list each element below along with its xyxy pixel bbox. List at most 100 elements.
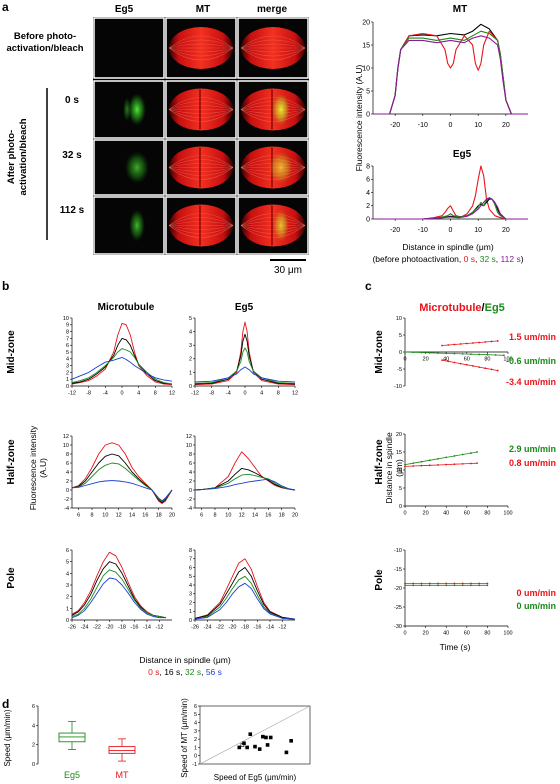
- scatter-point: [261, 734, 265, 739]
- micrograph-cell: [93, 139, 165, 196]
- y-tick-label: 0: [189, 618, 192, 624]
- x-tick-label: 0: [403, 511, 406, 517]
- series-line-1: [194, 567, 296, 620]
- y-tick-label: 6: [32, 704, 35, 710]
- x-tick-label: -26: [68, 625, 76, 631]
- plot-a-eg5: -20 -10 0 10 20 0 2 4 6 8: [366, 163, 528, 234]
- b-col-header-microtubule: Microtubule: [98, 302, 155, 313]
- y-tick-label: 2: [194, 737, 197, 743]
- y-tick-label: 3: [194, 729, 197, 735]
- data-point: [412, 462, 415, 465]
- y-tick-label: 2: [189, 357, 192, 363]
- scale-bar-label: 30 μm: [274, 265, 302, 276]
- scatter-point: [257, 747, 262, 751]
- c-row-labels: Mid-zone Half-zone Pole: [374, 330, 385, 591]
- data-point: [453, 584, 456, 587]
- micrograph-cell: [165, 17, 237, 79]
- x-tick-label: 40: [443, 357, 449, 363]
- series-line-2: [71, 569, 166, 619]
- x-tick-label: 18: [156, 513, 162, 519]
- data-point: [484, 341, 487, 343]
- c-title-part-2: Eg5: [485, 302, 505, 314]
- series-line-1: [373, 30, 528, 115]
- d-box-ylabel: Speed (μm/min): [3, 709, 12, 766]
- y-tick-label: 4: [32, 723, 35, 729]
- y-tick-label: 3: [66, 583, 69, 589]
- c-title-part-1: /: [482, 302, 485, 314]
- data-point: [478, 582, 481, 585]
- c-anno-mid-2: -0.6 um/min: [506, 356, 556, 366]
- micrograph-cell: [237, 196, 309, 255]
- fit-line-0: [404, 451, 478, 465]
- after-label-line1: After photo-: [6, 130, 17, 184]
- scatter-point: [264, 735, 268, 740]
- x-tick-label: 20: [423, 511, 429, 517]
- x-tick-label: 8: [277, 391, 280, 397]
- col-header-merge: merge: [257, 4, 287, 15]
- x-tick-label: 16: [142, 513, 148, 519]
- b-legend-item-4: 32 s: [185, 667, 201, 677]
- y-tick-label: 6: [66, 461, 69, 467]
- series-line-3: [194, 582, 296, 620]
- x-tick-label: -4: [103, 391, 108, 397]
- y-tick-label: 0: [66, 618, 69, 624]
- data-point: [441, 344, 443, 347]
- x-tick-label: 12: [116, 513, 122, 519]
- scatter-point: [268, 735, 273, 740]
- data-point: [453, 582, 456, 585]
- micrograph-cell: [165, 139, 237, 196]
- y-tick-label: 10: [362, 65, 370, 72]
- c-anno-pole-2: 0 um/min: [516, 601, 556, 611]
- data-point: [420, 460, 423, 463]
- y-tick-label: 10: [396, 468, 402, 474]
- x-tick-label: 12: [169, 391, 175, 397]
- box-mt: [108, 738, 136, 762]
- data-point: [404, 582, 406, 585]
- data-point: [437, 582, 439, 585]
- y-tick-label: 8: [66, 330, 69, 336]
- y-tick-label: 10: [186, 443, 192, 449]
- data-point: [412, 465, 415, 467]
- x-tick-label: -18: [118, 625, 126, 631]
- data-point: [470, 462, 472, 465]
- y-tick-label: 4: [189, 583, 192, 589]
- y-tick-label: 5: [66, 560, 69, 566]
- data-point: [486, 353, 489, 356]
- series-line-2: [71, 462, 173, 503]
- data-point: [445, 352, 448, 355]
- b-ylabel-line2: (A.U): [38, 458, 48, 478]
- d-box-cat-eg5: Eg5: [64, 770, 80, 780]
- x-tick-label: -8: [209, 391, 214, 397]
- x-tick-label: -20: [390, 122, 400, 129]
- x-tick-label: 10: [102, 513, 108, 519]
- data-point: [496, 369, 499, 372]
- data-point: [461, 462, 464, 465]
- data-point: [502, 354, 505, 357]
- scatter-point: [237, 745, 242, 750]
- y-tick-label: 10: [63, 316, 69, 322]
- b-row-mid-zone: Mid-zone: [6, 330, 17, 374]
- micrograph-cell: [93, 80, 165, 139]
- x-tick-label: -4: [226, 391, 231, 397]
- panel-a-letter: a: [2, 0, 9, 14]
- data-point: [496, 340, 499, 342]
- y-tick-label: 4: [66, 470, 69, 476]
- y-tick-label: 5: [189, 574, 192, 580]
- d-scatter-xlabel: Speed of Eg5 (μm/min): [214, 773, 297, 782]
- a-legend-item-5: ): [521, 254, 524, 264]
- series-line-1: [373, 198, 528, 220]
- y-tick-label: 6: [189, 461, 192, 467]
- data-point: [445, 584, 448, 587]
- series-line-2: [194, 473, 296, 491]
- data-point: [404, 584, 406, 587]
- x-tick-label: 80: [484, 511, 490, 517]
- data-point: [465, 342, 468, 345]
- data-point: [420, 582, 423, 585]
- data-point: [459, 362, 462, 365]
- x-tick-label: 20: [292, 513, 298, 519]
- plot-c-half: 0 20 40 60 80 100 0 5 10 15 20: [396, 432, 513, 517]
- y-tick-label: 7: [66, 336, 69, 342]
- c-anno-half-1: 2.9 um/min: [509, 444, 556, 454]
- y-tick-label: 4: [66, 357, 69, 363]
- data-point: [447, 360, 450, 363]
